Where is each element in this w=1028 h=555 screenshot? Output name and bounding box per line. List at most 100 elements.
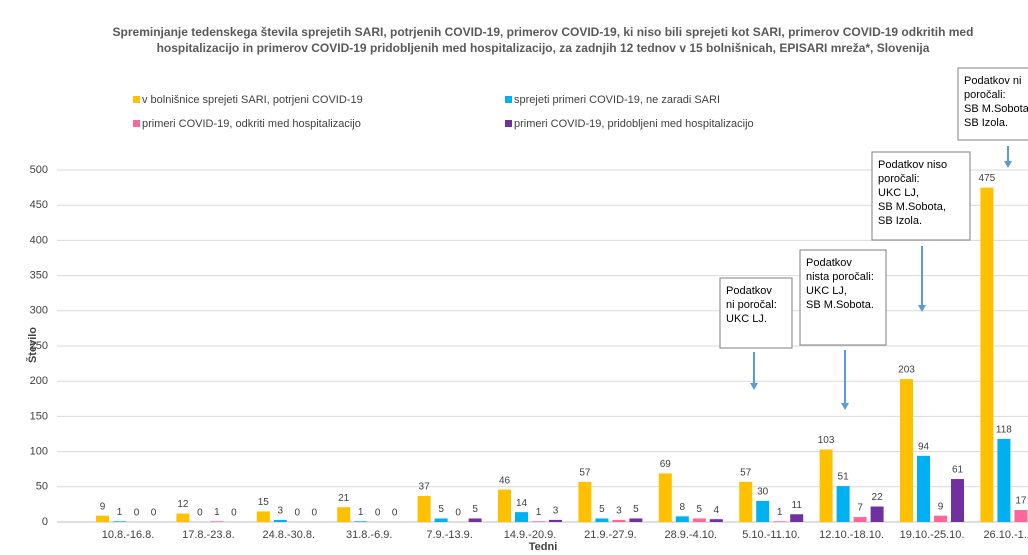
y-tick-label: 250 <box>30 340 48 352</box>
value-label: 0 <box>231 508 237 519</box>
annotation-text: poročali: <box>878 173 920 185</box>
bar <box>256 511 270 522</box>
bar <box>96 515 109 522</box>
value-label: 0 <box>134 508 140 519</box>
value-label: 0 <box>295 508 301 519</box>
bar <box>980 187 994 522</box>
y-tick-label: 200 <box>30 375 48 387</box>
value-label: 61 <box>952 465 964 476</box>
annotation-arrowhead <box>918 305 926 312</box>
bar <box>549 519 562 522</box>
bar <box>1014 510 1028 522</box>
annotation-box <box>799 249 887 346</box>
value-label: 94 <box>918 441 930 452</box>
annotation-text: Podatkov niso <box>878 159 947 171</box>
value-label: 57 <box>740 468 752 479</box>
annotation-text: SB M.Sobota. <box>806 299 874 311</box>
annotation-text: UKC LJ, <box>806 285 847 297</box>
bar <box>337 507 351 522</box>
x-tick-label: 21.9.-27.9. <box>584 529 637 541</box>
x-tick-label: 14.9.-20.9. <box>504 529 557 541</box>
value-label: 118 <box>996 425 1012 436</box>
bar <box>934 515 947 522</box>
annotation-text: Podatkov <box>806 257 852 269</box>
legend-swatch <box>505 96 512 103</box>
y-tick-label: 50 <box>36 481 48 493</box>
x-tick-label: 17.8.-23.8. <box>182 529 235 541</box>
x-tick-label: 19.10.-25.10. <box>900 529 965 541</box>
annotation-text: UKC LJ. <box>726 313 767 325</box>
bar <box>354 521 368 522</box>
legend-label: primeri COVID-19, odkriti med hospitaliz… <box>142 118 361 130</box>
value-label: 9 <box>100 501 106 512</box>
value-label: 5 <box>633 504 639 515</box>
y-tick-label: 450 <box>30 199 48 211</box>
bar <box>498 489 511 522</box>
value-label: 5 <box>697 504 703 515</box>
value-label: 9 <box>938 501 944 512</box>
value-label: 0 <box>312 508 318 519</box>
value-label: 203 <box>898 365 915 376</box>
annotation-text: SB M.Sobota, <box>964 103 1028 115</box>
y-tick-label: 100 <box>30 446 48 458</box>
bar <box>210 521 224 522</box>
y-tick-label: 400 <box>30 234 48 246</box>
value-label: 30 <box>757 487 769 498</box>
value-label: 17 <box>1015 496 1027 507</box>
annotation-box <box>871 151 971 241</box>
y-tick-label: 300 <box>30 305 48 317</box>
bar <box>836 486 850 522</box>
annotation-text: ni poročal: <box>726 299 777 311</box>
bar <box>773 521 787 522</box>
bar <box>417 495 431 522</box>
value-label: 15 <box>258 497 270 508</box>
bar <box>692 518 706 522</box>
bar <box>951 479 964 522</box>
x-tick-label: 24.8.-30.8. <box>263 529 316 541</box>
x-axis-label: Tedni <box>529 541 558 553</box>
value-label: 5 <box>438 504 444 515</box>
bar <box>658 473 672 522</box>
bar <box>870 506 884 522</box>
value-label: 46 <box>499 475 511 486</box>
legend-label: v bolnišnice sprejeti SARI, potrjeni COV… <box>142 94 363 106</box>
value-label: 14 <box>516 498 528 509</box>
bar <box>853 517 867 522</box>
y-tick-label: 0 <box>42 516 48 528</box>
legend-label: primeri COVID-19, pridobljeni med hospit… <box>514 118 754 130</box>
legend-swatch <box>133 120 140 127</box>
x-tick-label: 12.10.-18.10. <box>819 529 884 541</box>
legend-swatch <box>505 120 512 127</box>
value-label: 0 <box>392 508 398 519</box>
value-label: 1 <box>214 507 220 518</box>
chart-title: Spreminjanje tedenskega števila sprejeti… <box>113 25 974 39</box>
annotation-arrowhead <box>1004 161 1012 168</box>
bar <box>917 455 930 522</box>
x-tick-label: 31.8.-6.9. <box>346 529 392 541</box>
bar <box>532 521 545 522</box>
value-label: 103 <box>818 435 835 446</box>
value-label: 3 <box>616 506 622 517</box>
bar <box>578 481 592 522</box>
value-label: 69 <box>660 459 672 470</box>
bar <box>739 481 753 522</box>
x-tick-label: 26.10.-1.11. <box>983 529 1028 541</box>
bar <box>629 518 643 522</box>
value-label: 475 <box>979 173 996 184</box>
annotation-text: Podatkov <box>726 285 772 297</box>
annotation-arrowhead <box>841 403 849 410</box>
bar <box>709 519 723 522</box>
annotation-box <box>719 277 793 349</box>
value-label: 0 <box>197 508 203 519</box>
value-label: 5 <box>599 504 605 515</box>
annotation-text: SB Izola. <box>964 117 1008 129</box>
legend-swatch <box>133 96 140 103</box>
bar <box>113 521 126 522</box>
annotation-text: Podatkov ni <box>964 75 1021 87</box>
annotation-text: UKC LJ, <box>878 187 919 199</box>
value-label: 11 <box>792 500 803 511</box>
chart-title: hospitalizacijo in primerov COVID-19 pri… <box>157 41 930 55</box>
value-label: 8 <box>680 502 686 513</box>
annotation-arrowhead <box>750 383 758 390</box>
value-label: 1 <box>358 507 364 518</box>
